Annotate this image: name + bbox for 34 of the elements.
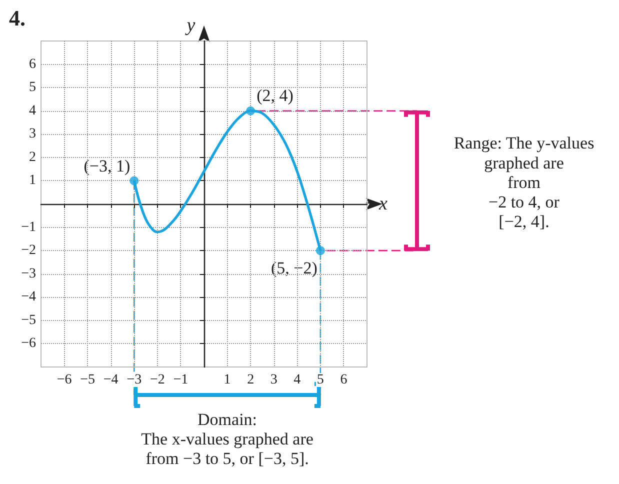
x-tick-label: −5 bbox=[80, 372, 96, 388]
y-tick-label: −1 bbox=[21, 220, 36, 235]
y-tick-label: −5 bbox=[21, 312, 36, 328]
y-tick-label: 1 bbox=[29, 173, 36, 188]
y-tick-label: 2 bbox=[29, 150, 36, 165]
annotation: (2, 4) bbox=[256, 86, 294, 105]
y-tick-label: 4 bbox=[29, 103, 36, 118]
y-tick-label: 5 bbox=[29, 80, 36, 96]
x-axis-title: x bbox=[378, 194, 388, 214]
text: Range: The y-values graphed are from −2 to 4, or [−2, 4]. bbox=[454, 134, 594, 231]
y-tick-label: −6 bbox=[21, 336, 36, 352]
point bbox=[316, 246, 325, 256]
chart-title: 4. bbox=[9, 6, 26, 30]
point bbox=[246, 106, 256, 116]
y-tick-label: 3 bbox=[29, 126, 36, 142]
x-tick-label: −3 bbox=[126, 372, 142, 388]
x-tick-label: 4 bbox=[294, 372, 301, 388]
x-tick-label: −6 bbox=[56, 372, 72, 388]
y-tick-label: 6 bbox=[29, 56, 36, 72]
x-tick-label: 6 bbox=[340, 372, 348, 388]
annotation: (−3, 1) bbox=[84, 156, 130, 176]
y-tick-label: −3 bbox=[21, 266, 36, 282]
y-tick-label: −2 bbox=[21, 243, 36, 258]
x-tick-label: −1 bbox=[173, 372, 188, 388]
x-tick-label: 1 bbox=[224, 372, 231, 388]
point bbox=[130, 176, 139, 186]
text: Domain: The x-values graphed are from −3 to 5, or [−3, 5]. bbox=[141, 410, 314, 468]
x-tick-label: 2 bbox=[247, 372, 254, 388]
y-axis-title: y bbox=[184, 15, 196, 36]
x-tick-label: −2 bbox=[150, 372, 165, 388]
y-tick-label: −4 bbox=[21, 290, 36, 305]
x-tick-label: 3 bbox=[270, 372, 278, 388]
x-tick-label: −4 bbox=[103, 372, 118, 388]
x-tick-label: 5 bbox=[316, 372, 324, 388]
